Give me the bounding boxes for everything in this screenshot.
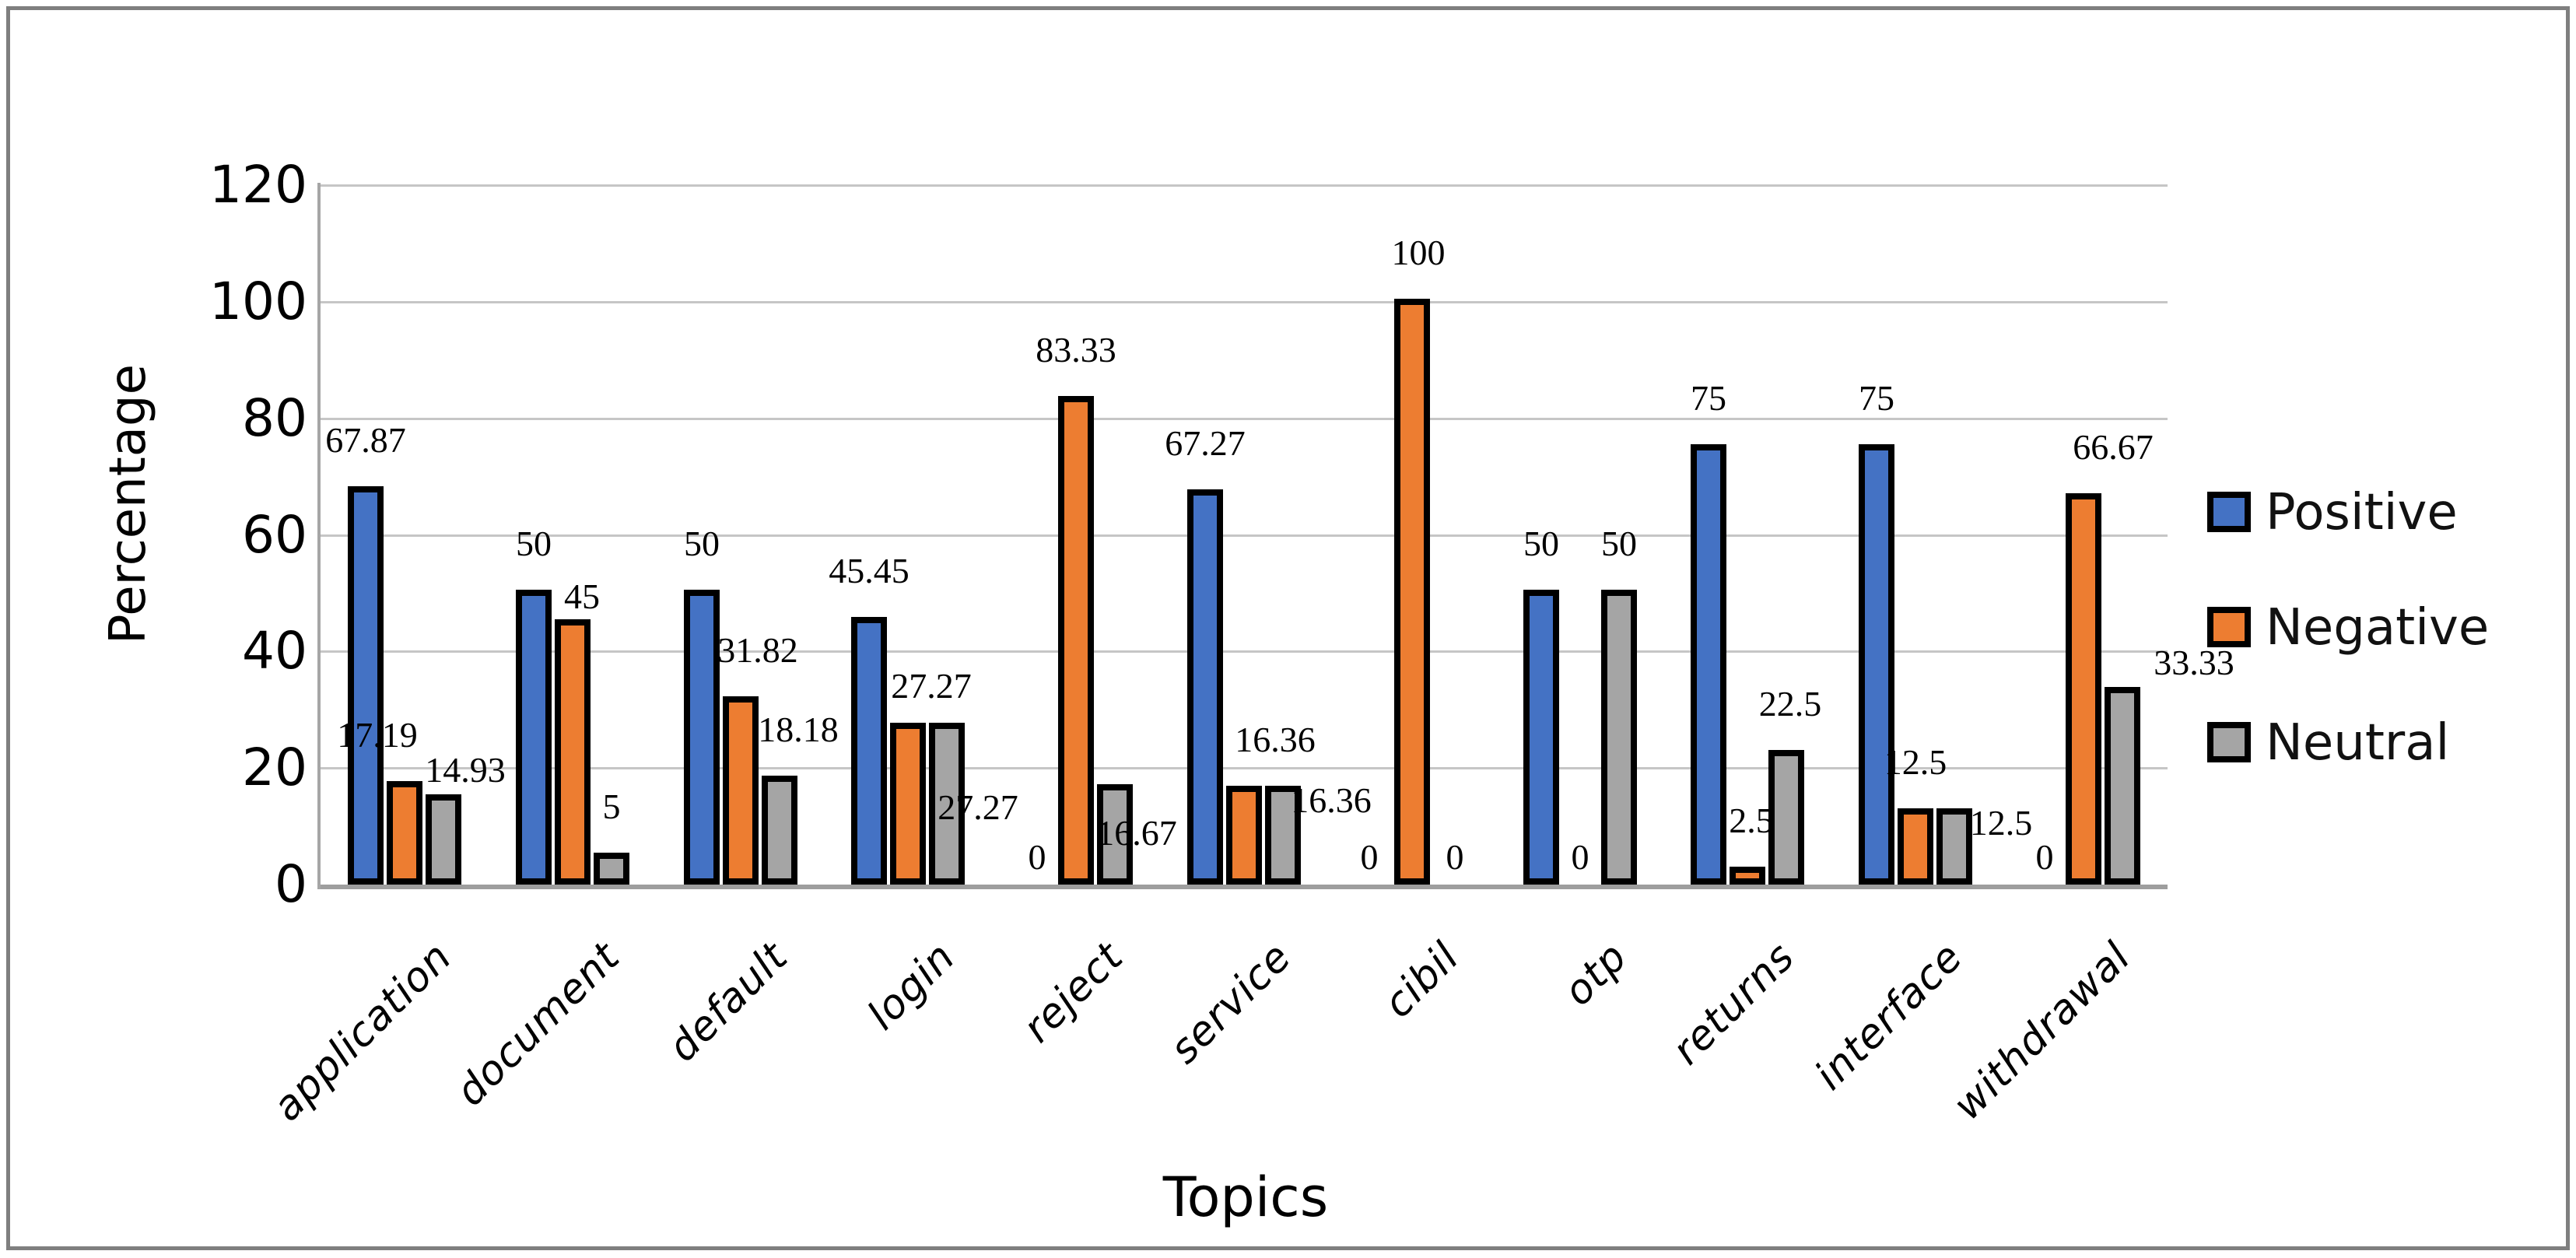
- bar-positive-otp: [1523, 590, 1559, 885]
- y-tick-label: 20: [242, 738, 307, 797]
- bar-neutral-otp: [1601, 590, 1637, 885]
- y-tick-label: 100: [209, 272, 307, 331]
- bar-neutral-reject: [1097, 784, 1133, 885]
- data-label-neutral-service: 16.36: [1291, 780, 1372, 820]
- bar-positive-document: [516, 590, 552, 885]
- bar-neutral-application: [426, 794, 461, 885]
- y-tick-label: 120: [209, 155, 307, 215]
- gridline-20: [321, 767, 2168, 769]
- bar-negative-cibil: [1394, 299, 1430, 885]
- bar-positive-service: [1187, 489, 1223, 885]
- bar-neutral-interface: [1936, 808, 1972, 885]
- bar-positive-application: [348, 486, 384, 885]
- data-label-negative-reject: 83.33: [1036, 330, 1116, 370]
- legend-swatch-negative: [2207, 607, 2251, 647]
- data-label-positive-interface: 75: [1859, 378, 1894, 418]
- data-label-positive-returns: 75: [1691, 378, 1726, 418]
- y-axis-title: Percentage: [100, 363, 157, 645]
- bar-negative-service: [1226, 786, 1262, 885]
- bar-positive-default: [684, 590, 720, 885]
- legend-label-positive: Positive: [2266, 484, 2458, 541]
- data-label-neutral-otp: 50: [1601, 524, 1637, 563]
- bar-neutral-document: [594, 853, 629, 885]
- bar-neutral-withdrawal: [2105, 687, 2140, 885]
- data-label-negative-document: 45: [564, 576, 600, 616]
- data-label-negative-otp: 0: [1571, 837, 1589, 877]
- data-label-negative-service: 16.36: [1235, 720, 1316, 759]
- data-label-neutral-returns: 22.5: [1758, 684, 1822, 724]
- bar-neutral-login: [929, 723, 965, 885]
- gridline-40: [321, 650, 2168, 653]
- bar-positive-login: [851, 617, 887, 885]
- y-axis-line: [317, 183, 321, 889]
- data-label-negative-cibil: 100: [1391, 233, 1446, 272]
- bar-neutral-default: [762, 776, 797, 885]
- data-label-negative-application: 17.19: [337, 715, 418, 755]
- data-label-neutral-cibil: 0: [1446, 837, 1464, 877]
- data-label-neutral-default: 18.18: [758, 710, 839, 749]
- legend-label-negative: Negative: [2266, 599, 2490, 657]
- x-axis-line: [317, 885, 2168, 889]
- data-label-negative-login: 27.27: [891, 666, 972, 706]
- bar-negative-login: [890, 723, 926, 885]
- y-tick-label: 60: [242, 505, 307, 565]
- x-axis-title: Topics: [1162, 1165, 1329, 1229]
- bar-negative-document: [555, 619, 591, 885]
- bar-negative-returns: [1730, 867, 1765, 885]
- data-label-negative-interface: 12.5: [1884, 742, 1947, 782]
- data-label-neutral-interface: 12.5: [1969, 803, 2033, 843]
- gridline-100: [321, 301, 2168, 303]
- data-label-neutral-withdrawal: 33.33: [2154, 643, 2234, 682]
- y-tick-label: 80: [242, 388, 307, 448]
- gridline-80: [321, 418, 2168, 420]
- data-label-positive-document: 50: [516, 524, 552, 563]
- y-tick-label: 0: [275, 854, 307, 914]
- bar-negative-application: [387, 781, 422, 885]
- bar-negative-default: [723, 696, 759, 885]
- y-tick-label: 40: [242, 621, 307, 681]
- legend-label-neutral: Neutral: [2266, 714, 2450, 772]
- bar-negative-reject: [1058, 396, 1094, 885]
- data-label-positive-cibil: 0: [1360, 837, 1379, 877]
- legend-swatch-neutral: [2207, 722, 2251, 762]
- data-label-positive-login: 45.45: [829, 551, 909, 590]
- data-label-neutral-login: 27.27: [938, 787, 1018, 827]
- data-label-positive-withdrawal: 0: [2035, 837, 2054, 877]
- gridline-120: [321, 184, 2168, 187]
- data-label-negative-default: 31.82: [717, 630, 798, 670]
- data-label-neutral-document: 5: [602, 787, 621, 826]
- data-label-positive-reject: 0: [1028, 837, 1046, 877]
- data-label-negative-returns: 2.5: [1729, 801, 1774, 840]
- bar-neutral-returns: [1768, 750, 1804, 885]
- data-label-positive-application: 67.87: [325, 420, 406, 460]
- bar-positive-returns: [1691, 444, 1726, 885]
- data-label-neutral-reject: 16.67: [1096, 813, 1177, 853]
- gridline-60: [321, 534, 2168, 537]
- bar-negative-withdrawal: [2066, 493, 2101, 885]
- data-label-positive-default: 50: [684, 524, 720, 563]
- legend-swatch-positive: [2207, 492, 2251, 532]
- bar-neutral-service: [1265, 786, 1301, 885]
- data-label-positive-otp: 50: [1523, 524, 1559, 563]
- data-label-neutral-application: 14.93: [425, 750, 506, 790]
- figure-border: [6, 6, 2570, 1250]
- data-label-negative-withdrawal: 66.67: [2073, 427, 2154, 467]
- bar-positive-interface: [1859, 444, 1894, 885]
- bar-negative-interface: [1898, 808, 1933, 885]
- data-label-positive-service: 67.27: [1165, 423, 1246, 463]
